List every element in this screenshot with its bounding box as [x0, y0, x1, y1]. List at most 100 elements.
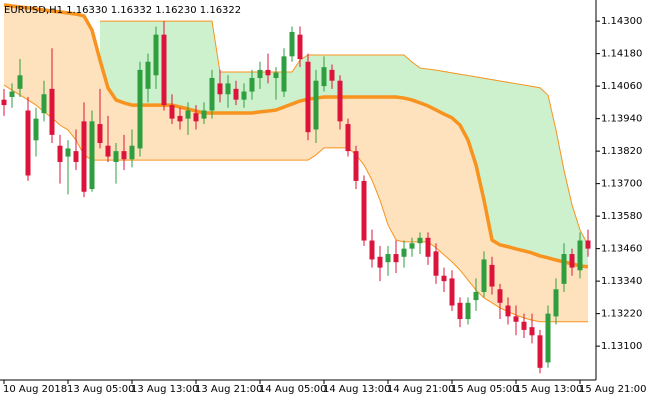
candle-body: [489, 264, 495, 287]
candle-body: [417, 237, 423, 244]
x-tick-label: 13 Aug 21:00: [195, 384, 262, 395]
candle-body: [233, 88, 239, 100]
candle-body: [41, 94, 47, 114]
candle-body: [33, 118, 39, 141]
candle-body: [529, 327, 535, 336]
candle-body: [305, 61, 311, 133]
candle-body: [553, 289, 559, 317]
candle-body: [473, 291, 479, 301]
candle-body: [249, 78, 255, 92]
candle-body: [113, 151, 119, 162]
candle-body: [401, 248, 407, 257]
candle-body: [393, 254, 399, 263]
candle-body: [577, 240, 583, 271]
candle-body: [281, 56, 287, 92]
candle-body: [89, 121, 95, 190]
candle-body: [1, 99, 7, 106]
x-tick-label: 14 Aug 13:00: [323, 384, 390, 395]
candle-body: [457, 302, 463, 320]
candle-body: [185, 110, 191, 119]
candle-body: [137, 69, 143, 149]
candle-body: [441, 275, 447, 282]
candle-body: [561, 254, 567, 284]
candle-body: [585, 240, 591, 249]
candle-body: [337, 80, 343, 122]
y-tick-label: 1.14180: [601, 49, 642, 60]
x-tick-label: 14 Aug 21:00: [387, 384, 454, 395]
candle-body: [377, 256, 383, 268]
upper-band: [100, 20, 589, 246]
candle-body: [433, 251, 439, 276]
x-tick-label: 15 Aug 21:00: [579, 384, 646, 395]
candle-body: [145, 61, 151, 89]
y-tick-label: 1.13820: [601, 146, 642, 157]
candle-body: [545, 313, 551, 363]
upper-channel-fill: [100, 21, 588, 267]
candle-body: [273, 72, 279, 79]
candle-body: [161, 34, 167, 106]
candle-body: [425, 237, 431, 257]
y-tick-label: 1.14060: [601, 81, 642, 92]
y-tick-label: 1.13220: [601, 309, 642, 320]
candle-body: [497, 289, 503, 303]
candle-body: [257, 69, 263, 79]
candle-body: [201, 110, 207, 119]
candle-body: [153, 34, 159, 76]
candle-body: [537, 335, 543, 368]
candle-body: [97, 124, 103, 144]
y-tick-label: 1.13580: [601, 211, 642, 222]
x-tick-label: 15 Aug 13:00: [515, 384, 582, 395]
x-tick-label: 15 Aug 05:00: [451, 384, 518, 395]
candle-body: [65, 148, 71, 157]
candle-body: [297, 34, 303, 60]
candle-body: [57, 145, 63, 162]
candle-body: [409, 243, 415, 249]
x-tick-label: 13 Aug 13:00: [131, 384, 198, 395]
candle-body: [481, 259, 487, 292]
middle-line: [3, 3, 589, 269]
y-tick-label: 1.13340: [601, 276, 642, 287]
candle-body: [329, 69, 335, 81]
candle-body: [313, 80, 319, 130]
candle-body: [505, 305, 511, 317]
candle-body: [345, 124, 351, 152]
y-tick-label: 1.13460: [601, 244, 642, 255]
candle-body: [369, 240, 375, 260]
candle-body: [25, 110, 31, 176]
candle-body: [73, 151, 79, 162]
lower-band: [3, 84, 588, 323]
candle-body: [49, 88, 55, 135]
candle-body: [129, 145, 135, 160]
candle-body: [193, 113, 199, 122]
candle-body: [265, 69, 271, 76]
y-tick-label: 1.14300: [601, 16, 642, 27]
candle-body: [449, 278, 455, 306]
y-tick-label: 1.13700: [601, 179, 642, 190]
x-tick-label: 10 Aug 2018: [3, 384, 67, 395]
candle-body: [121, 151, 127, 160]
candle-body: [217, 83, 223, 95]
candle-body: [169, 105, 175, 119]
candle-body: [225, 83, 231, 95]
candle-body: [353, 151, 359, 181]
candle-body: [361, 180, 367, 241]
candle-body: [241, 91, 247, 100]
lower-channel-fill: [4, 4, 588, 322]
y-tick-label: 1.13100: [601, 341, 642, 352]
x-tick-label: 13 Aug 05:00: [67, 384, 134, 395]
candle-body: [569, 254, 575, 268]
candle-body: [521, 321, 527, 330]
x-tick-label: 14 Aug 05:00: [259, 384, 326, 395]
candle-body: [465, 302, 471, 320]
candle-body: [9, 91, 15, 97]
candle-body: [81, 121, 87, 192]
candle-body: [177, 115, 183, 122]
candle-body: [289, 31, 295, 57]
candle-body: [209, 78, 215, 111]
plot-area: [1, 3, 591, 374]
candle-body: [105, 145, 111, 157]
candle-body: [513, 316, 519, 322]
y-tick-label: 1.13940: [601, 114, 642, 125]
